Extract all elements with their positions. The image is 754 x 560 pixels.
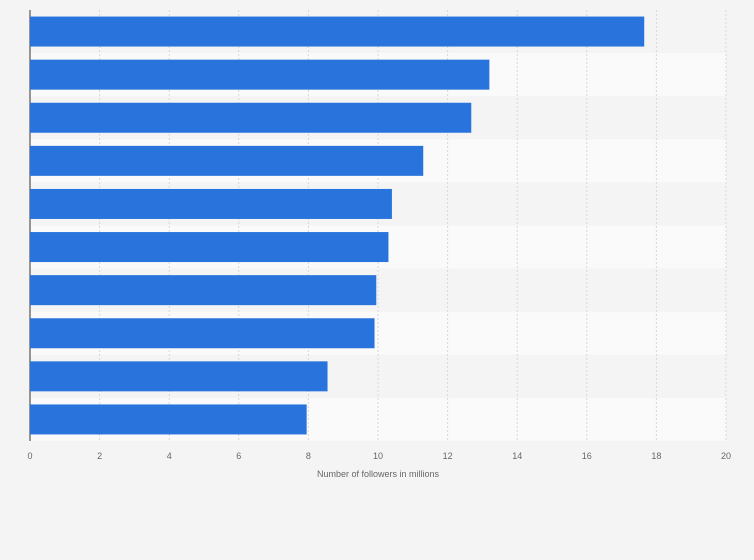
bar[interactable] [30,232,389,263]
x-tick-label: 2 [97,451,102,461]
x-tick-label: 12 [443,451,453,461]
x-tick-labels: 0 2 4 6 8 10 12 14 16 18 20 [27,451,731,461]
x-tick-label: 14 [512,451,522,461]
x-tick-label: 16 [582,451,592,461]
bar[interactable] [30,361,328,392]
x-tick-label: 4 [167,451,172,461]
bar[interactable] [30,145,424,176]
x-tick-label: 18 [651,451,661,461]
x-tick-label: 8 [306,451,311,461]
bar[interactable] [30,404,307,435]
bar[interactable] [30,275,377,306]
x-axis-title: Number of followers in millions [317,469,440,479]
bar[interactable] [30,318,375,349]
bars [30,16,645,435]
x-tick-label: 10 [373,451,383,461]
bar[interactable] [30,102,472,133]
x-tick-label: 20 [721,451,731,461]
x-tick-label: 0 [27,451,32,461]
bar[interactable] [30,16,645,47]
bar[interactable] [30,59,490,90]
x-tick-label: 6 [236,451,241,461]
bar[interactable] [30,188,392,219]
